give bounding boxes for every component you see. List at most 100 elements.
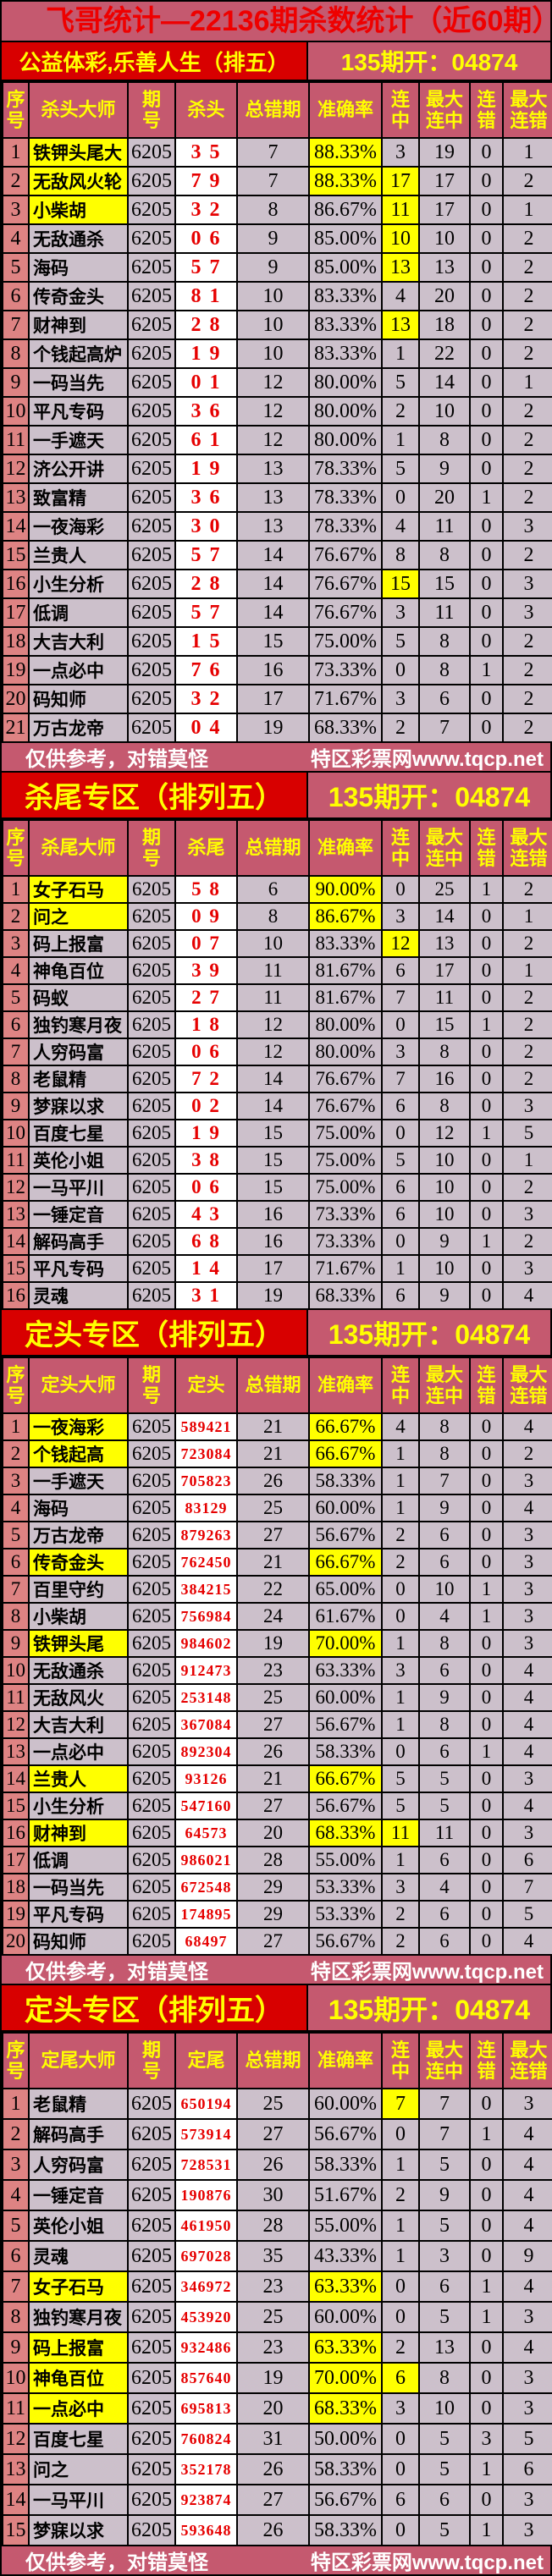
cell-acc: 58.33% bbox=[308, 2514, 383, 2546]
cell-errors: 19 bbox=[236, 2362, 310, 2394]
cell-acc: 55.00% bbox=[308, 1846, 383, 1874]
cell-kill: 7 2 bbox=[174, 1065, 238, 1093]
cell-no: 4 bbox=[2, 223, 30, 254]
table-row: 9 码上报富 6205 932486 23 63.33% 2 13 0 4 bbox=[2, 2331, 552, 2364]
table-row: 10 无敌通杀 6205 912473 23 63.33% 3 6 0 4 bbox=[2, 1656, 552, 1685]
cell-win: 0 bbox=[381, 1575, 420, 1604]
cell-errors: 29 bbox=[236, 1873, 310, 1902]
cell-lose: 0 bbox=[469, 626, 504, 657]
cell-period: 6205 bbox=[127, 2423, 176, 2455]
cell-no: 19 bbox=[2, 655, 30, 685]
cell-acc: 58.33% bbox=[308, 2453, 383, 2485]
cell-lose: 0 bbox=[469, 1683, 504, 1712]
cell-maxwin: 9 bbox=[418, 1227, 471, 1256]
cell-maxwin: 8 bbox=[418, 425, 471, 455]
cell-lose: 0 bbox=[469, 2362, 504, 2394]
cell-errors: 28 bbox=[236, 2210, 310, 2242]
cell-period: 6205 bbox=[127, 540, 176, 570]
cell-lose: 0 bbox=[469, 1629, 504, 1658]
cell-period: 6205 bbox=[127, 1764, 176, 1793]
cell-win: 2 bbox=[381, 2331, 420, 2364]
cell-name: 灵魂 bbox=[28, 1281, 129, 1310]
table-row: 6 传奇金头 6205 8 1 10 83.33% 4 20 0 2 bbox=[2, 281, 552, 311]
cell-maxlose: 5 bbox=[502, 1900, 552, 1929]
cell-no: 5 bbox=[2, 252, 30, 283]
cell-no: 16 bbox=[2, 1281, 30, 1310]
cell-acc: 83.33% bbox=[308, 310, 383, 340]
cell-acc: 78.33% bbox=[308, 482, 383, 513]
cell-lose: 0 bbox=[469, 902, 504, 931]
cell-maxwin: 11 bbox=[418, 1819, 471, 1847]
cell-errors: 17 bbox=[236, 1254, 310, 1283]
cell-name: 百度七星 bbox=[28, 1119, 129, 1148]
cell-maxlose: 2 bbox=[502, 655, 552, 685]
cell-period: 6205 bbox=[127, 983, 176, 1012]
cell-maxlose: 2 bbox=[502, 1038, 552, 1066]
cell-kill: 83129 bbox=[174, 1494, 238, 1522]
cell-kill: 932486 bbox=[174, 2331, 238, 2364]
cell-errors: 15 bbox=[236, 1146, 310, 1175]
cell-kill: 453920 bbox=[174, 2301, 238, 2333]
cell-win: 8 bbox=[381, 540, 420, 570]
cell-lose: 0 bbox=[469, 310, 504, 340]
cell-win: 5 bbox=[381, 367, 420, 398]
cell-acc: 56.67% bbox=[308, 1521, 383, 1549]
cell-maxwin: 13 bbox=[418, 2331, 471, 2364]
cell-period: 6205 bbox=[127, 1548, 176, 1577]
cell-maxwin: 8 bbox=[418, 1710, 471, 1739]
cell-period: 6205 bbox=[127, 1575, 176, 1604]
cell-maxlose: 1 bbox=[502, 1146, 552, 1175]
cell-kill: 923874 bbox=[174, 2484, 238, 2516]
cell-kill: 0 6 bbox=[174, 223, 238, 254]
table-row: 19 一点必中 6205 7 6 16 73.33% 0 8 1 2 bbox=[2, 655, 552, 685]
cell-maxwin: 6 bbox=[418, 684, 471, 714]
cell-lose: 1 bbox=[469, 482, 504, 513]
cell-acc: 63.33% bbox=[308, 2271, 383, 2303]
cell-lose: 0 bbox=[469, 367, 504, 398]
cell-lose: 0 bbox=[469, 2331, 504, 2364]
cell-lose: 0 bbox=[469, 252, 504, 283]
section-title-fix-tail: 定头专区（排列五） bbox=[2, 1985, 308, 2030]
col-header-win-streak: 连 中 bbox=[381, 81, 420, 139]
cell-errors: 14 bbox=[236, 1065, 310, 1093]
cell-lose: 0 bbox=[469, 1065, 504, 1093]
cell-errors: 27 bbox=[236, 2118, 310, 2150]
cell-maxwin: 8 bbox=[418, 1439, 471, 1468]
cell-maxlose: 4 bbox=[502, 1792, 552, 1820]
cell-no: 9 bbox=[2, 367, 30, 398]
cell-no: 15 bbox=[2, 2514, 30, 2546]
cell-win: 11 bbox=[381, 1819, 420, 1847]
cell-acc: 83.33% bbox=[308, 339, 383, 369]
cell-period: 6205 bbox=[127, 1710, 176, 1739]
cell-maxwin: 14 bbox=[418, 902, 471, 931]
cell-errors: 6 bbox=[236, 875, 310, 904]
cell-no: 6 bbox=[2, 2240, 30, 2272]
cell-win: 1 bbox=[381, 1254, 420, 1283]
cell-lose: 0 bbox=[469, 540, 504, 570]
cell-lose: 1 bbox=[469, 2118, 504, 2150]
cell-period: 6205 bbox=[127, 281, 176, 311]
cell-kill: 672548 bbox=[174, 1873, 238, 1902]
table-row: 14 一夜海彩 6205 3 0 13 78.33% 4 11 0 3 bbox=[2, 511, 552, 542]
cell-win: 4 bbox=[381, 281, 420, 311]
col-header-kill: 定头 bbox=[174, 1357, 238, 1414]
cell-kill: 6 8 bbox=[174, 1227, 238, 1256]
cell-no: 5 bbox=[2, 2210, 30, 2242]
cell-name: 低调 bbox=[28, 597, 129, 628]
cell-no: 11 bbox=[2, 2392, 30, 2425]
table-row: 15 小生分析 6205 547160 27 56.67% 5 5 0 4 bbox=[2, 1792, 552, 1820]
cell-period: 6205 bbox=[127, 1412, 176, 1441]
cell-maxwin: 5 bbox=[418, 2301, 471, 2333]
cell-name: 码蚁 bbox=[28, 983, 129, 1012]
col-header-errors: 总错期 bbox=[236, 2032, 310, 2089]
cell-acc: 76.67% bbox=[308, 1092, 383, 1120]
cell-no: 3 bbox=[2, 2149, 30, 2181]
cell-win: 1 bbox=[381, 425, 420, 455]
cell-lose: 1 bbox=[469, 1010, 504, 1039]
cell-kill: 64573 bbox=[174, 1819, 238, 1847]
cell-acc: 58.33% bbox=[308, 1737, 383, 1766]
cell-name: 大吉大利 bbox=[28, 1710, 129, 1739]
cell-win: 1 bbox=[381, 1439, 420, 1468]
cell-maxlose: 2 bbox=[502, 425, 552, 455]
cell-period: 6205 bbox=[127, 569, 176, 599]
